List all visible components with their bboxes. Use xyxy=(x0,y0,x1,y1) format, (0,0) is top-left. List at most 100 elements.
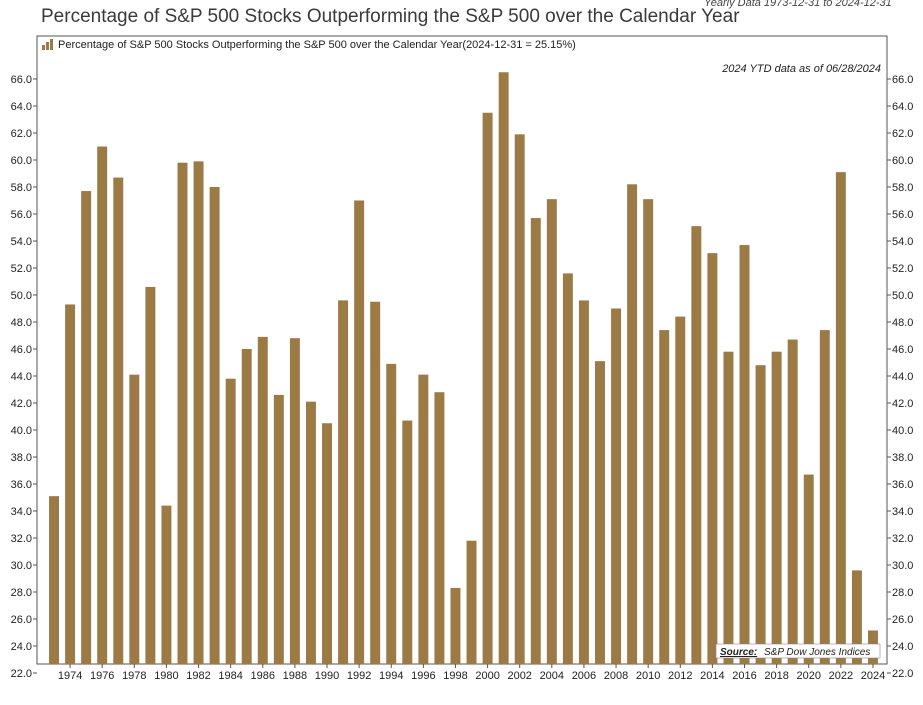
x-axis: 1974 1976 1978 1980 1982 1984 1986 1988 1990 1992… xyxy=(58,664,885,682)
bar-2015 xyxy=(723,351,734,664)
x-tick-label: 1978 xyxy=(122,670,146,682)
bar-2008 xyxy=(611,308,622,664)
bar-2020 xyxy=(803,474,814,664)
x-tick-label: 2002 xyxy=(507,670,531,682)
bar-2007 xyxy=(595,361,605,664)
y-tick-label-left: 34.0 xyxy=(11,506,32,518)
x-tick-label: 2016 xyxy=(732,670,756,682)
bar-1985 xyxy=(241,349,252,664)
x-tick-label: 1988 xyxy=(283,670,307,682)
y-tick-label-right: 52.0 xyxy=(892,263,913,275)
y-tick-label-right: 56.0 xyxy=(892,209,913,221)
y-tick-label-left: 36.0 xyxy=(11,479,32,491)
y-tick-label-right: 28.0 xyxy=(892,587,913,599)
y-tick-label-right: 40.0 xyxy=(892,425,913,437)
bar-2011 xyxy=(659,330,670,664)
y-tick-label-left: 58.0 xyxy=(11,182,32,194)
bar-1982 xyxy=(193,161,204,664)
y-tick-label-right: 26.0 xyxy=(892,614,913,626)
y-tick-label-left: 38.0 xyxy=(11,452,32,464)
x-tick-label: 1996 xyxy=(411,670,435,682)
bar-1974 xyxy=(65,304,76,664)
bar-2002 xyxy=(514,134,525,665)
x-tick-label: 1984 xyxy=(218,670,242,682)
y-tick-label-left: 60.0 xyxy=(11,155,32,167)
bar-1986 xyxy=(257,336,268,664)
y-tick-label-right: 42.0 xyxy=(892,398,913,410)
y-axis-right: 22.0 24.0 26.0 28.0 30.0 32.0 34.0 36.0 38.0 40.0… xyxy=(887,74,913,680)
y-tick-label-right: 38.0 xyxy=(892,452,913,464)
bar-2017 xyxy=(755,365,766,664)
y-tick-label-left: 52.0 xyxy=(11,263,32,275)
bar-1990 xyxy=(322,423,332,664)
y-tick-label-left: 22.0 xyxy=(11,668,32,680)
x-tick-label: 2012 xyxy=(668,670,692,682)
bar-2021 xyxy=(819,330,830,664)
y-tick-label-left: 30.0 xyxy=(11,560,32,572)
y-tick-label-right: 62.0 xyxy=(892,128,913,140)
y-tick-label-right: 24.0 xyxy=(892,641,913,653)
y-axis-left: 22.0 24.0 26.0 28.0 30.0 32.0 34.0 36.0 38.0 40.0… xyxy=(11,74,37,680)
x-tick-label: 2018 xyxy=(764,670,788,682)
page-title: Percentage of S&P 500 Stocks Outperformi… xyxy=(41,6,740,27)
bar-1975 xyxy=(81,191,92,665)
legend: Percentage of S&P 500 Stocks Outperformi… xyxy=(42,39,576,51)
bar-1976 xyxy=(97,146,108,664)
bar-1997 xyxy=(434,392,445,664)
bar-1999 xyxy=(466,540,477,664)
bar-2004 xyxy=(546,199,557,664)
x-tick-label: 2008 xyxy=(604,670,628,682)
bar-2009 xyxy=(627,184,638,665)
legend-swatch-icon xyxy=(42,39,53,50)
bar-1978 xyxy=(129,374,140,664)
bar-2010 xyxy=(643,199,654,664)
bar-2005 xyxy=(562,273,573,664)
x-tick-label: 1982 xyxy=(186,670,210,682)
y-tick-label-left: 62.0 xyxy=(11,128,32,140)
source-box: Source: S&P Dow Jones Indices xyxy=(715,643,881,659)
bar-1992 xyxy=(354,200,365,664)
y-tick-label-left: 64.0 xyxy=(11,101,32,113)
y-tick-label-left: 66.0 xyxy=(11,74,32,86)
x-tick-label: 1998 xyxy=(443,670,467,682)
chart-subtitle: Yearly Data 1973-12-31 to 2024-12-31 xyxy=(704,0,892,9)
y-tick-label-right: 60.0 xyxy=(892,155,913,167)
bar-1993 xyxy=(370,301,381,664)
x-tick-label: 2020 xyxy=(796,670,820,682)
x-tick-label: 1976 xyxy=(90,670,114,682)
y-tick-label-right: 54.0 xyxy=(892,236,913,248)
x-tick-label: 2022 xyxy=(829,670,853,682)
bar-series xyxy=(49,72,878,665)
x-tick-label: 1992 xyxy=(347,670,371,682)
ytd-note: 2024 YTD data as of 06/28/2024 xyxy=(721,63,881,75)
bar-1994 xyxy=(386,363,397,664)
bar-2016 xyxy=(739,245,750,665)
y-tick-label-right: 58.0 xyxy=(892,182,913,194)
x-tick-label: 2024 xyxy=(861,670,885,682)
bar-2018 xyxy=(771,351,782,664)
y-tick-label-right: 44.0 xyxy=(892,371,913,383)
bar-2023 xyxy=(851,570,862,664)
bar-1998 xyxy=(450,587,461,664)
x-tick-label: 2000 xyxy=(475,670,499,682)
y-tick-label-right: 50.0 xyxy=(892,290,913,302)
x-tick-label: 2006 xyxy=(572,670,596,682)
bar-1995 xyxy=(402,420,413,664)
bar-2006 xyxy=(578,300,589,664)
source-text: S&P Dow Jones Indices xyxy=(764,647,870,658)
legend-label: Percentage of S&P 500 Stocks Outperformi… xyxy=(58,39,576,51)
bar-2014 xyxy=(707,253,718,664)
y-tick-label-left: 32.0 xyxy=(11,533,32,545)
bar-1983 xyxy=(209,187,220,664)
bar-2022 xyxy=(835,172,846,664)
bar-1977 xyxy=(113,177,124,665)
y-tick-label-right: 32.0 xyxy=(892,533,913,545)
x-tick-label: 1980 xyxy=(154,670,178,682)
y-tick-label-right: 36.0 xyxy=(892,479,913,491)
x-tick-label: 1994 xyxy=(379,670,403,682)
bar-1991 xyxy=(338,300,349,664)
bar-2012 xyxy=(675,316,686,664)
y-tick-label-left: 28.0 xyxy=(11,587,32,599)
y-tick-label-left: 26.0 xyxy=(11,614,32,626)
bar-2019 xyxy=(787,339,798,664)
